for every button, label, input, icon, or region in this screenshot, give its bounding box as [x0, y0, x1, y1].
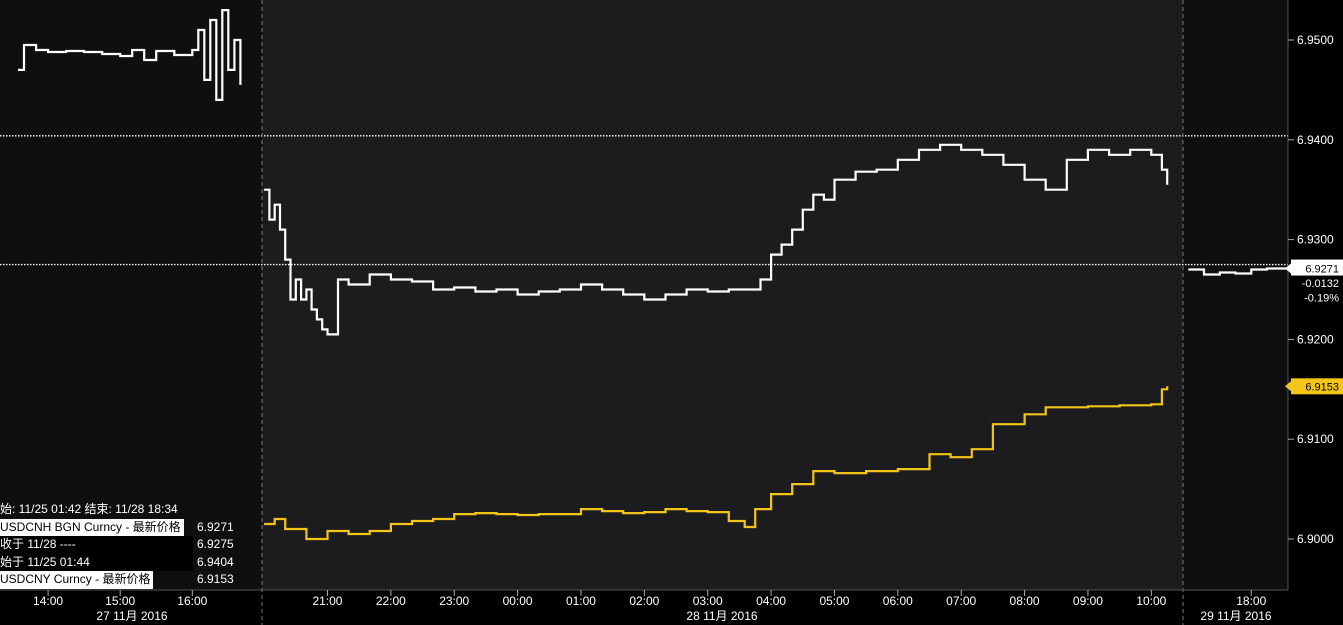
band-session-3: [1183, 0, 1288, 590]
series-line-0-segment-0: [18, 9, 242, 101]
y-axis: 6.9500 6.9400 6.9300 6.9200 6.9100 6.9000: [1287, 0, 1334, 590]
x-tick-label-17: 18:00: [1236, 594, 1266, 608]
band-session-1: [0, 0, 262, 590]
x-date-label-1: 28 11月 2016: [686, 609, 757, 623]
x-axis-background: [0, 590, 1343, 625]
last-label-pointer-usdcny: [1285, 381, 1291, 392]
last-label-box-usdcny: [1291, 378, 1343, 395]
last-label-pointer-usdcnh: [1285, 263, 1291, 274]
x-tick-label-9: 03:00: [693, 594, 723, 608]
legend-header: 始: 11/25 01:42 结束: 11/28 18:34: [0, 501, 262, 519]
legend-value-usdcnh: 6.9271: [197, 519, 234, 534]
series-lines: [18, 9, 1287, 541]
x-tick-label-7: 01:00: [566, 594, 596, 608]
series-line-0-segment-2: [1188, 267, 1287, 276]
y-tick-label-1: 6.9400: [1297, 133, 1334, 147]
y-tick-label-4: 6.9100: [1297, 432, 1334, 446]
x-tick-label-0: 14:00: [33, 594, 63, 608]
session-separators: [261, 0, 1184, 625]
x-tick-label-10: 04:00: [756, 594, 786, 608]
x-tick-label-8: 02:00: [629, 594, 659, 608]
legend-label-usdcny: USDCNY Curncy - 最新价格: [0, 571, 154, 589]
legend-value-close: 6.9275: [197, 537, 234, 551]
x-tick-label-2: 16:00: [177, 594, 207, 608]
x-tick-label-13: 07:00: [946, 594, 976, 608]
legend-value-usdcny: 6.9153: [197, 572, 234, 586]
x-tick-label-1: 15:00: [105, 594, 135, 608]
last-label-text-0: 6.9271: [1305, 264, 1339, 276]
last-label-text-1: -0.0132: [1302, 278, 1339, 290]
x-tick-label-4: 22:00: [376, 594, 406, 608]
legend-row-usdcnh: USDCNH BGN Curncy - 最新价格 6.9271: [0, 518, 262, 536]
legend: 始: 11/25 01:42 结束: 11/28 18:34 USDCNH BG…: [0, 501, 262, 589]
x-tick-label-15: 09:00: [1073, 594, 1103, 608]
last-label-text-2: -0.19%: [1304, 293, 1339, 305]
legend-row-open: 始于 11/25 01:44 6.9404: [0, 553, 262, 571]
last-label-text-3: 6.9153: [1305, 381, 1339, 393]
y-tick-label-2: 6.9300: [1297, 233, 1334, 247]
x-tick-label-16: 10:00: [1136, 594, 1166, 608]
x-tick-label-3: 21:00: [312, 594, 342, 608]
legend-value-open: 6.9404: [197, 554, 234, 569]
legend-row-close: 收于 11/28 ---- 6.9275: [0, 536, 262, 554]
legend-label-close: 收于 11/28 ----: [0, 536, 193, 554]
y-tick-label-5: 6.9000: [1297, 532, 1334, 546]
x-date-label-2: 29 11月 2016: [1200, 609, 1271, 623]
x-tick-label-12: 06:00: [883, 594, 913, 608]
legend-label-usdcnh: USDCNH BGN Curncy - 最新价格: [0, 518, 184, 536]
series-line-0-segment-1: [264, 143, 1169, 336]
y-tick-label-0: 6.9500: [1297, 33, 1334, 47]
series-line-1-segment-0: [264, 386, 1169, 541]
x-axis: 14:00 15:00 16:00 21:00 22:00 23:00 00:00 01:00…: [0, 589, 1288, 623]
x-tick-label-14: 08:00: [1010, 594, 1040, 608]
band-session-2: [262, 0, 1183, 590]
legend-row-usdcny: USDCNY Curncy - 最新价格 6.9153: [0, 571, 262, 589]
x-tick-label-6: 00:00: [503, 594, 533, 608]
legend-header-text: 始: 11/25 01:42 结束: 11/28 18:34: [0, 502, 178, 516]
x-date-label-0: 27 11月 2016: [96, 609, 167, 623]
legend-label-open: 始于 11/25 01:44: [0, 553, 193, 571]
y-tick-label-3: 6.9200: [1297, 332, 1334, 346]
last-label-box-usdcnh: [1291, 259, 1343, 276]
x-tick-label-11: 05:00: [819, 594, 849, 608]
last-value-labels: 6.9271 -0.0132 -0.19% 6.9153: [1285, 259, 1343, 395]
x-tick-label-5: 23:00: [439, 594, 469, 608]
